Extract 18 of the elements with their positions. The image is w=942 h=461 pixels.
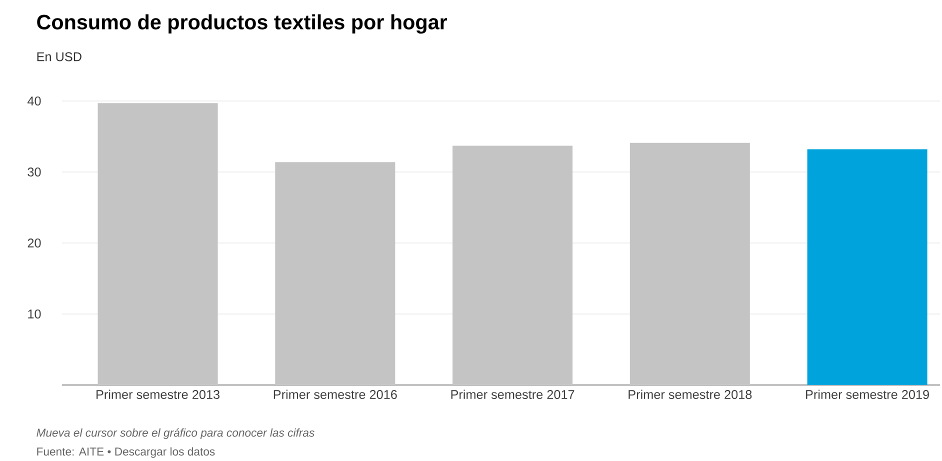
x-tick-label: Primer semestre 2019 — [806, 390, 929, 400]
bar — [452, 146, 573, 385]
y-tick-label: 30 — [28, 168, 41, 176]
bar — [630, 142, 750, 385]
y-tick-label: 10 — [28, 310, 41, 318]
bar — [275, 162, 396, 385]
source-note: Fuente: AITE • Descargar los datos — [37, 447, 215, 458]
chart-title: Consumo de productos textiles por hogar — [37, 14, 448, 34]
x-tick-label: Primer semestre 2018 — [628, 390, 752, 400]
x-tick-label: Primer semestre 2013 — [96, 390, 220, 400]
bar — [807, 149, 928, 385]
chart-subtitle: En USD — [37, 52, 82, 62]
x-tick-label: Primer semestre 2016 — [274, 390, 397, 400]
bar — [98, 103, 218, 385]
x-tick-label: Primer semestre 2017 — [451, 390, 574, 400]
y-tick-label: 40 — [27, 96, 41, 106]
text: Mueva el cursor sobre el gráfico para conocer las cifras — [36, 428, 314, 439]
y-tick-label: 20 — [28, 238, 41, 248]
